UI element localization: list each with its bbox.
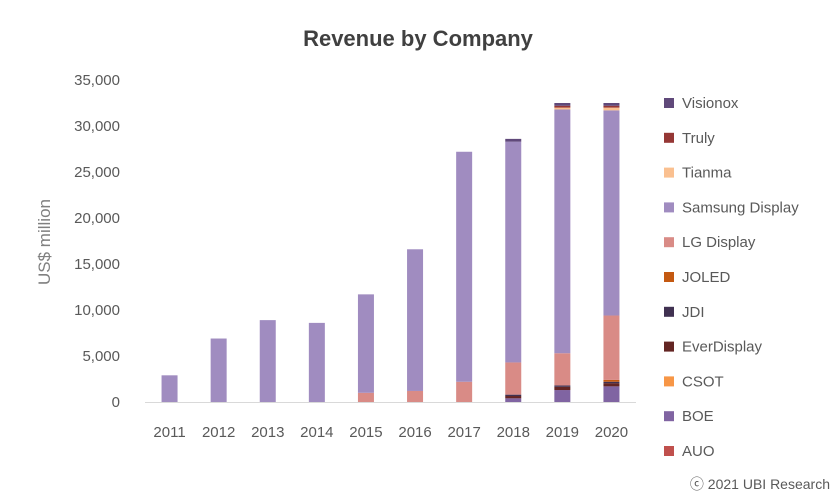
x-tick-label: 2017 [447,424,480,441]
x-tick-label: 2016 [398,424,431,441]
bar-segment-2018-lg-display [505,362,522,395]
legend-label: CSOT [682,373,724,390]
bar-segment-2019-truly [554,105,571,108]
bar-segment-2017-lg-display [456,381,473,402]
chart-title: Revenue by Company [303,26,534,51]
bar-segment-2019-boe [554,390,571,402]
bar-segment-2018-boe [505,398,522,402]
y-tick-label: 30,000 [74,118,120,135]
legend-swatch [664,237,674,248]
bar-segment-2017-samsung-display [456,151,473,382]
bar-segment-2020-joled [603,379,620,382]
x-tick-label: 2019 [546,424,579,441]
bar-segment-2015-samsung-display [357,294,374,393]
y-tick-label: 10,000 [74,302,120,319]
legend-swatch [664,446,674,456]
legend-swatch [664,202,674,213]
bar-segment-2019-lg-display [554,353,571,386]
x-tick-label: 2013 [251,424,284,441]
bar-segment-2012-samsung-display [210,338,227,402]
legend-label: JDI [682,304,705,321]
bar-segment-2019-tianma [554,107,571,110]
bar-segment-2019-visionox [554,103,571,106]
legend-label: Tianma [682,165,732,182]
legend: Visionox Truly Tianma Samsung Display LG Dis… [664,95,799,460]
x-tick-labels: 2011 2012 2013 2014 2015 2016 2017 2018 2019 2020 [153,424,628,441]
bar-segment-2018-everdisplay [505,396,522,399]
y-tick-label: 15,000 [74,256,120,273]
legend-label: Truly [682,130,715,147]
legend-label: LG Display [682,234,756,251]
bar-segment-2020-visionox [603,103,620,106]
bar-segment-2019-samsung-display [554,109,571,354]
y-axis-label: US$ million [35,199,54,285]
bar-segment-2020-everdisplay [603,383,620,387]
legend-label: JOLED [682,269,731,286]
y-tick-label: 35,000 [74,72,120,89]
legend-swatch [664,132,674,143]
bar-segment-2016-lg-display [407,390,424,402]
bar-segment-2019-everdisplay [554,386,571,391]
bar-segment-2020-tianma [603,107,620,111]
y-tick-label: 20,000 [74,210,120,227]
bar-segment-2020-boe [603,386,620,402]
legend-swatch [664,98,674,108]
x-tick-label: 2020 [595,424,628,441]
legend-swatch [664,376,674,387]
bar-segment-2020-jdi [603,381,620,384]
bar-segment-2015-lg-display [357,392,374,402]
legend-label: BOE [682,408,714,425]
y-tick-label: 0 [112,394,120,411]
legend-label: AUO [682,443,715,460]
bars-group [161,103,620,402]
legend-swatch [664,411,674,422]
legend-swatch [664,341,674,352]
x-tick-label: 2018 [497,424,530,441]
bar-segment-2020-lg-display [603,315,620,380]
x-tick-label: 2011 [153,424,185,441]
bar-segment-2014-samsung-display [308,322,325,402]
legend-label: Visionox [682,95,739,112]
y-tick-label: 25,000 [74,164,120,181]
legend-swatch [664,272,674,282]
bar-segment-2020-truly [603,105,620,108]
legend-label: Samsung Display [682,199,799,216]
y-tick-labels: 0 5,000 10,000 15,000 20,000 25,000 30,000 35,0… [74,72,120,411]
x-tick-label: 2012 [202,424,235,441]
bar-segment-2018-samsung-display [505,141,522,363]
y-tick-label: 5,000 [82,348,120,365]
copyright-credit: ⓒ 2021 UBI Research [690,476,830,492]
x-tick-label: 2015 [349,424,382,441]
bar-segment-2013-samsung-display [259,320,276,402]
bar-segment-2011-samsung-display [161,375,178,402]
legend-swatch [664,306,674,317]
bar-segment-2016-samsung-display [407,249,424,391]
legend-label: EverDisplay [682,339,763,356]
legend-swatch [664,167,674,178]
bar-segment-2019-jdi [554,385,571,387]
x-tick-label: 2014 [300,424,333,441]
bar-segment-2020-samsung-display [603,110,620,316]
bar-segment-2018-jdi [505,394,522,397]
bar-segment-2018-visionox [505,138,522,142]
